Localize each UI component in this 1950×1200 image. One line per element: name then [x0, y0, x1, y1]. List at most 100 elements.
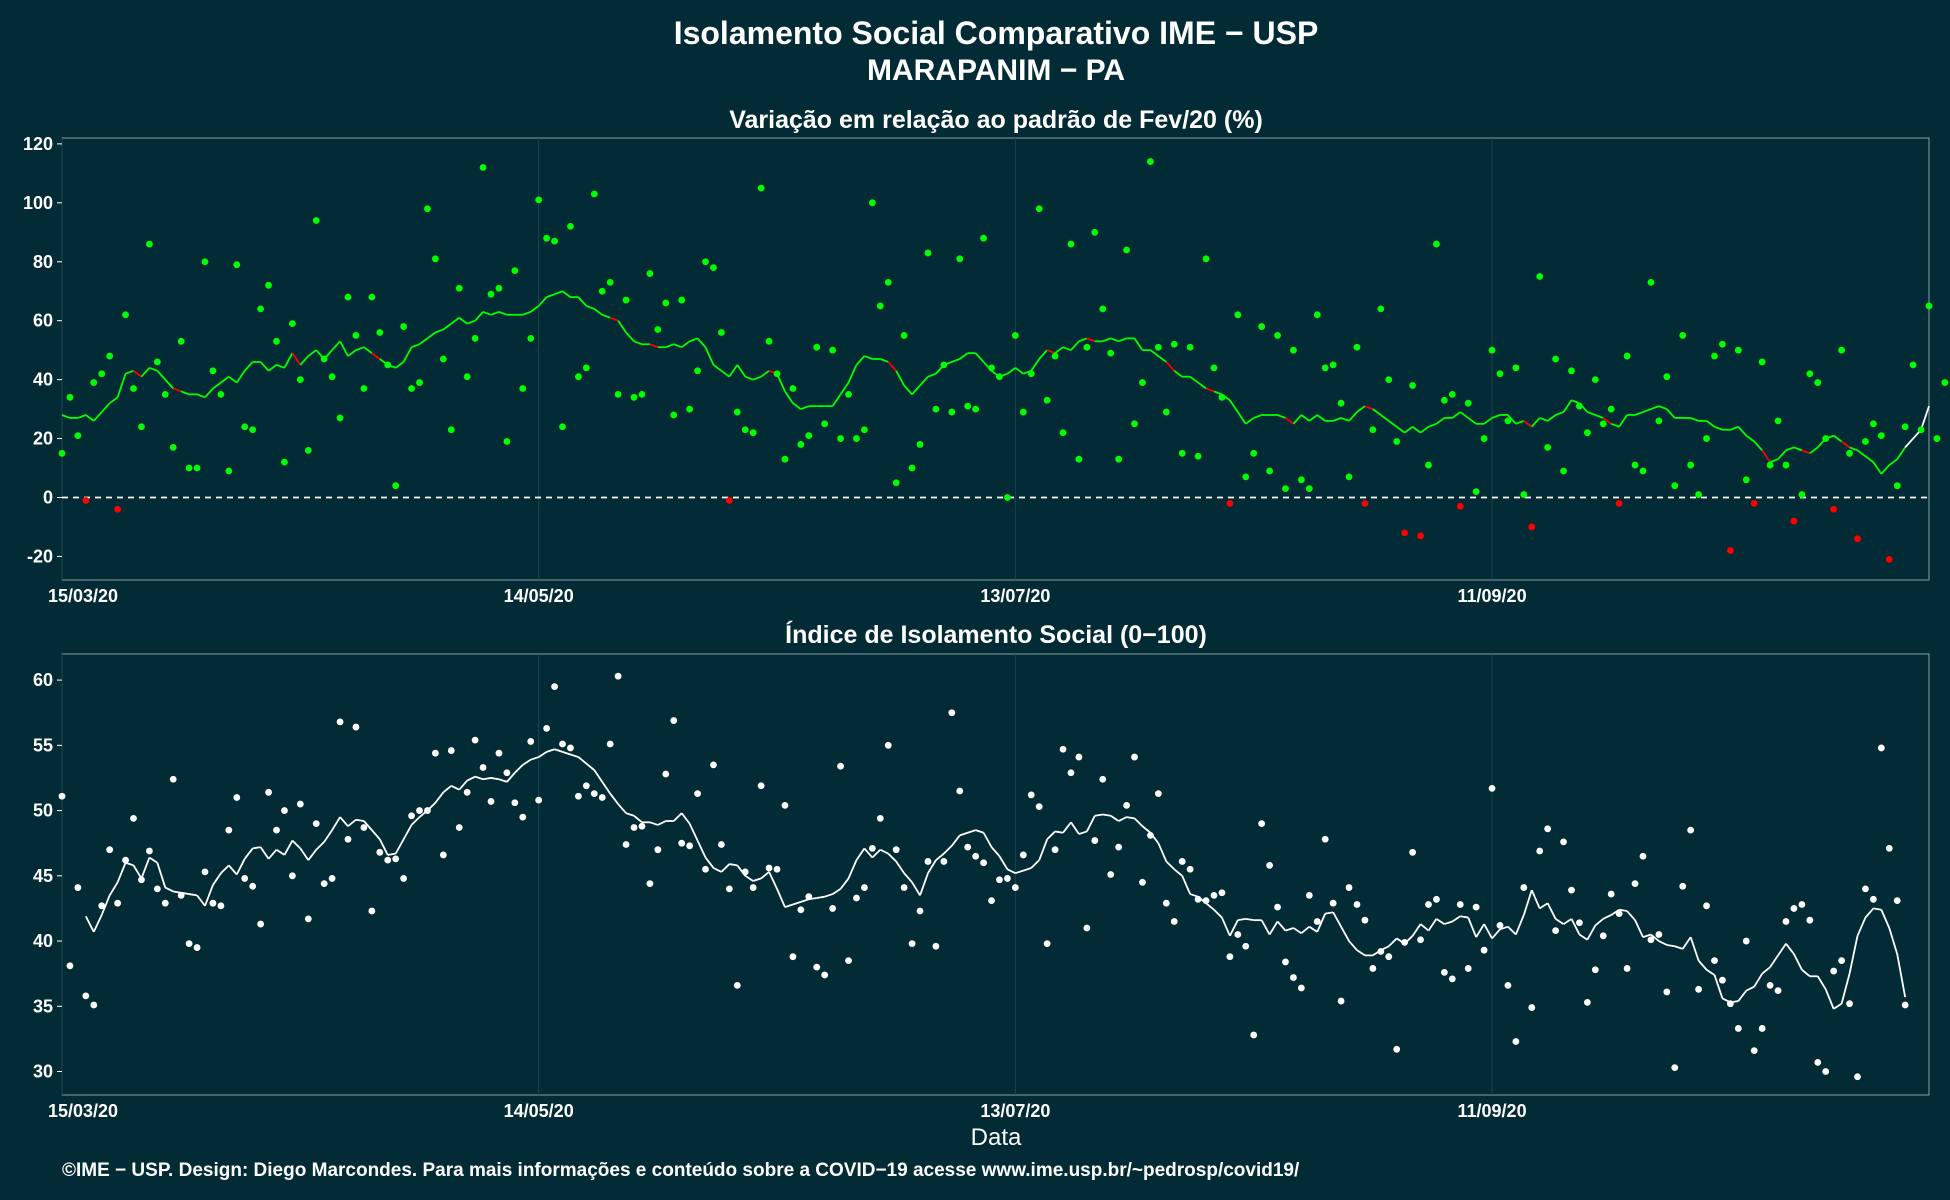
- moving-average-segment: [228, 864, 238, 876]
- moving-average-segment: [887, 852, 897, 863]
- data-point: [924, 858, 932, 865]
- moving-average-segment: [1213, 390, 1223, 396]
- data-point: [725, 885, 733, 893]
- moving-average-segment: [220, 864, 230, 874]
- moving-average-segment: [1197, 381, 1207, 390]
- data-point: [1369, 426, 1377, 434]
- moving-average-segment: [252, 846, 261, 850]
- moving-average-segment: [220, 375, 230, 384]
- moving-average-segment: [1165, 860, 1175, 870]
- moving-average-segment: [1817, 975, 1827, 990]
- moving-average-segment: [1332, 417, 1342, 422]
- moving-average-segment: [109, 396, 119, 404]
- data-point: [1425, 461, 1432, 469]
- moving-average-segment: [283, 352, 294, 369]
- data-point: [654, 846, 662, 854]
- moving-average-segment: [816, 895, 825, 899]
- data-point: [1607, 890, 1615, 898]
- moving-average-segment: [1189, 375, 1199, 384]
- data-point: [543, 724, 551, 732]
- data-point: [1742, 476, 1750, 484]
- moving-average-segment: [1165, 361, 1175, 372]
- data-point: [1631, 880, 1639, 888]
- moving-average-segment: [1531, 417, 1541, 428]
- moving-average-segment: [689, 337, 698, 343]
- moving-average-segment: [339, 340, 349, 357]
- moving-average-segment: [831, 393, 842, 407]
- moving-average-segment: [1292, 414, 1303, 425]
- moving-average-segment: [688, 823, 699, 841]
- moving-average-segment: [1173, 370, 1183, 378]
- data-point: [1313, 311, 1321, 319]
- moving-average-segment: [395, 361, 405, 369]
- data-point: [296, 376, 304, 384]
- data-point: [201, 868, 209, 876]
- moving-average-segment: [498, 778, 508, 783]
- data-point: [702, 258, 709, 266]
- data-point: [932, 942, 940, 950]
- data-point: [1131, 420, 1138, 428]
- data-point: [916, 907, 924, 915]
- data-point: [447, 426, 455, 434]
- data-point: [1703, 902, 1710, 910]
- moving-average-segment: [577, 756, 587, 765]
- moving-average-segment: [132, 864, 143, 879]
- moving-average-segment: [347, 349, 357, 357]
- moving-average-segment: [371, 829, 381, 840]
- moving-average-segment: [458, 317, 468, 325]
- moving-average-segment: [466, 319, 476, 325]
- data-point: [1083, 343, 1091, 351]
- moving-average-segment: [903, 872, 913, 883]
- data-point: [1838, 346, 1846, 354]
- data-point: [1814, 379, 1822, 386]
- data-point: [1067, 240, 1075, 248]
- data-point: [177, 337, 185, 345]
- moving-average-segment: [1253, 414, 1262, 419]
- moving-average-segment: [196, 393, 206, 399]
- data-point: [1862, 885, 1869, 893]
- moving-average-segment: [1587, 411, 1596, 416]
- data-point: [1456, 502, 1464, 510]
- data-point: [281, 807, 288, 814]
- moving-average-segment: [1118, 337, 1127, 343]
- moving-average-segment: [1769, 954, 1779, 968]
- data-point: [1703, 435, 1710, 442]
- data-point: [773, 865, 781, 873]
- data-point: [1639, 852, 1647, 860]
- moving-average-segment: [315, 841, 325, 851]
- moving-average-segment: [1555, 918, 1565, 925]
- data-point: [1147, 158, 1154, 165]
- moving-average-segment: [188, 893, 198, 897]
- data-point: [1234, 311, 1242, 319]
- moving-average-segment: [1141, 825, 1151, 834]
- y-tick-label: 0: [43, 487, 53, 507]
- moving-average-segment: [800, 405, 810, 410]
- data-point: [1401, 938, 1409, 946]
- moving-average-segment: [85, 414, 95, 422]
- data-point: [1869, 895, 1877, 903]
- data-point: [233, 794, 241, 801]
- moving-average-segment: [1801, 449, 1811, 455]
- data-point: [1671, 482, 1679, 490]
- moving-average-segment: [1276, 920, 1287, 932]
- moving-average-segment: [935, 852, 945, 861]
- data-point: [519, 385, 527, 392]
- data-point: [1472, 488, 1480, 495]
- data-point: [487, 798, 495, 805]
- data-point: [495, 749, 503, 757]
- data-point: [646, 880, 654, 888]
- data-point: [964, 402, 972, 410]
- data-point: [813, 343, 821, 351]
- data-point: [1893, 482, 1901, 490]
- data-point: [384, 856, 392, 864]
- data-point: [1901, 1001, 1909, 1009]
- data-point: [249, 426, 257, 434]
- data-point: [1647, 936, 1655, 944]
- data-point: [1695, 491, 1703, 498]
- data-point: [360, 824, 368, 831]
- moving-average-segment: [1070, 340, 1080, 351]
- data-point: [1361, 916, 1369, 924]
- moving-average-segment: [1427, 918, 1438, 932]
- data-point: [670, 717, 678, 724]
